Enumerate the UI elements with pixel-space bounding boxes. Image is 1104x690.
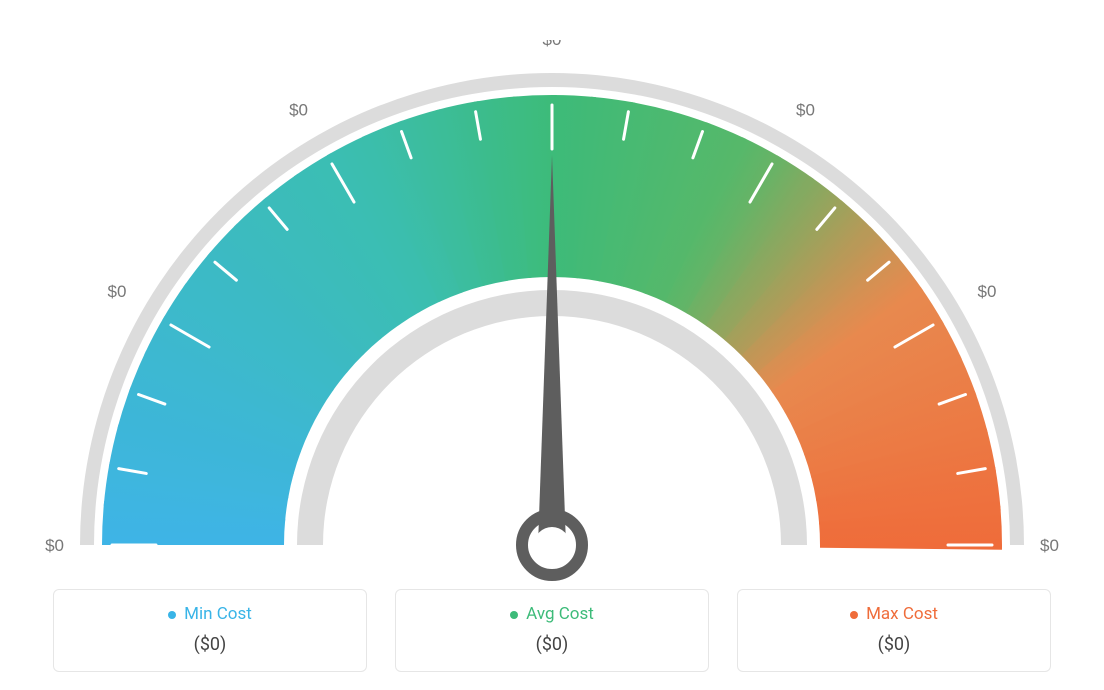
cost-gauge-widget: $0 $0 $0 $0 $0 $0 $0 Min Cost ($0) Avg Cost ($… [0, 0, 1104, 690]
svg-text:$0: $0 [978, 282, 997, 301]
legend-card-min: Min Cost ($0) [53, 589, 367, 672]
legend-label-avg: Avg Cost [526, 604, 594, 624]
svg-text:$0: $0 [108, 282, 127, 301]
legend-dot-max [850, 611, 858, 619]
legend-title-max: Max Cost [850, 604, 938, 624]
legend-value-avg: ($0) [406, 634, 698, 655]
gauge-chart: $0 $0 $0 $0 $0 $0 $0 [22, 40, 1082, 600]
legend-row: Min Cost ($0) Avg Cost ($0) Max Cost ($0… [53, 589, 1051, 672]
legend-card-max: Max Cost ($0) [737, 589, 1051, 672]
legend-value-max: ($0) [748, 634, 1040, 655]
legend-dot-avg [510, 611, 518, 619]
svg-text:$0: $0 [543, 40, 562, 49]
legend-value-min: ($0) [64, 634, 356, 655]
svg-text:$0: $0 [796, 100, 815, 119]
gauge-area: $0 $0 $0 $0 $0 $0 $0 [0, 0, 1104, 560]
svg-text:$0: $0 [289, 100, 308, 119]
svg-text:$0: $0 [1040, 536, 1059, 555]
legend-card-avg: Avg Cost ($0) [395, 589, 709, 672]
legend-title-min: Min Cost [168, 604, 252, 624]
legend-title-avg: Avg Cost [510, 604, 594, 624]
svg-text:$0: $0 [45, 536, 64, 555]
legend-label-max: Max Cost [866, 604, 938, 624]
legend-label-min: Min Cost [184, 604, 252, 624]
legend-dot-min [168, 611, 176, 619]
